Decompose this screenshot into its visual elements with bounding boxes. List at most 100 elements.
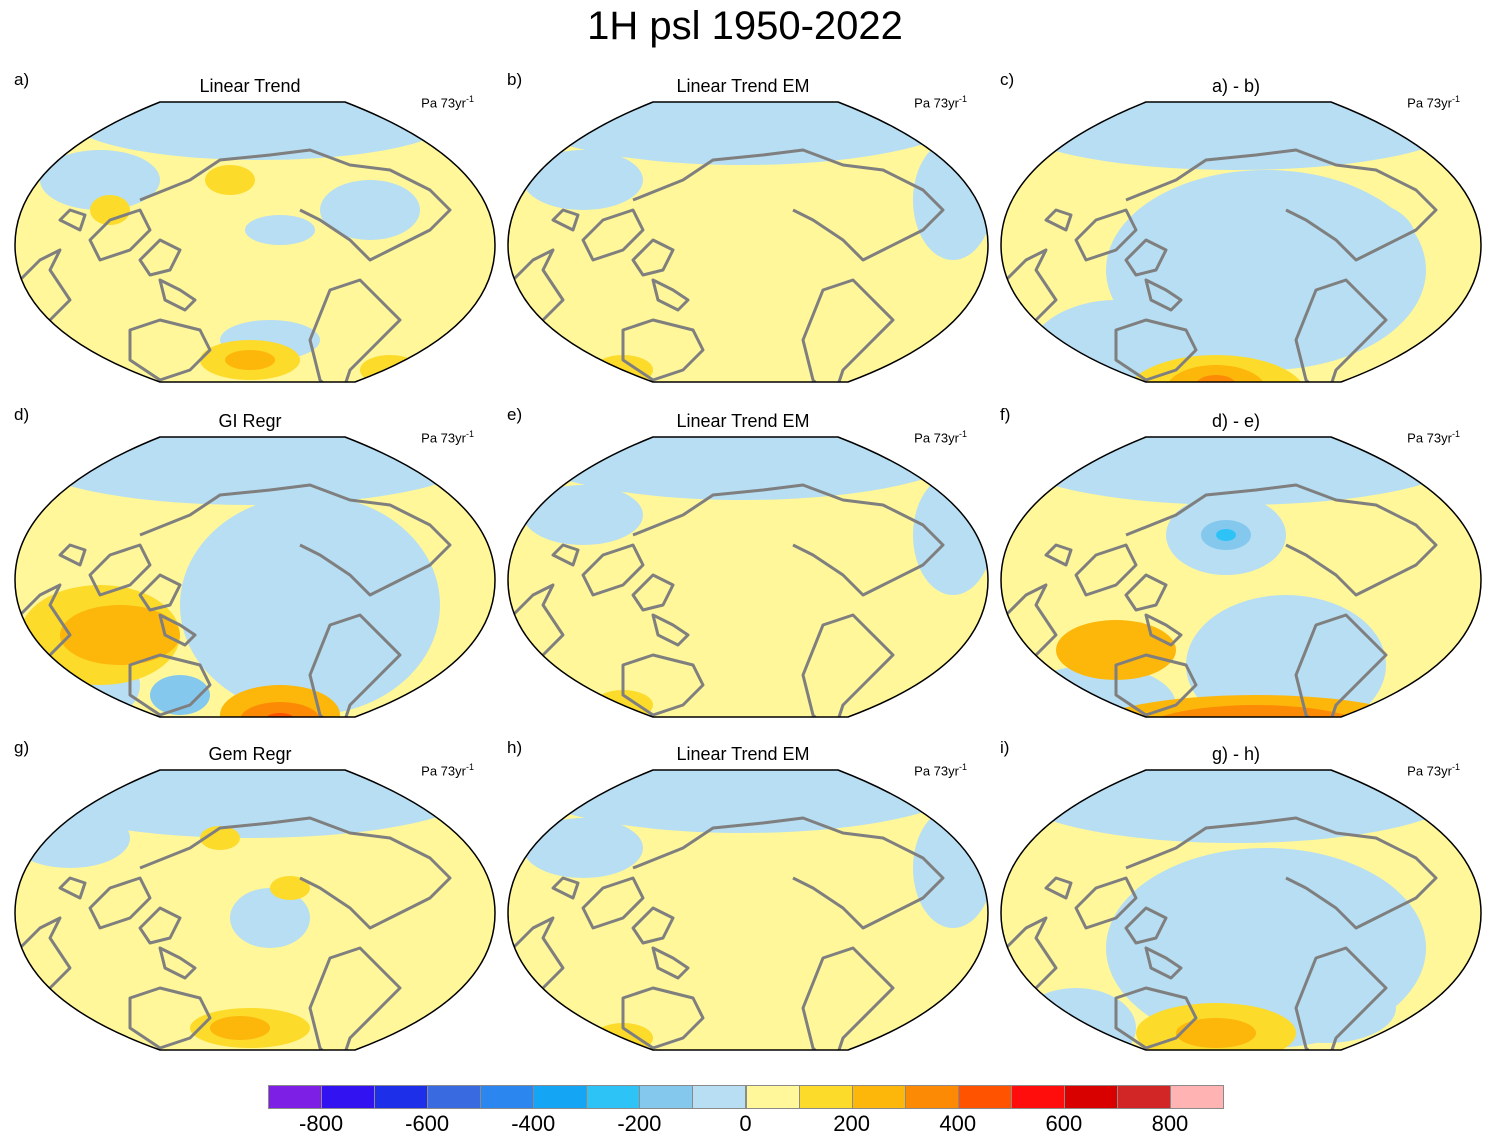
panel-letter: b) (507, 70, 523, 89)
colorbar-swatch (586, 1085, 641, 1109)
coastline (88, 543, 152, 597)
colorbar-swatch (1063, 1085, 1118, 1109)
contour-region (1296, 200, 1416, 280)
map-plot (507, 101, 989, 383)
coastline (158, 278, 197, 312)
map-border (507, 769, 989, 1051)
contour-region (225, 350, 275, 370)
coastline (88, 876, 152, 930)
coastline (1124, 573, 1168, 612)
contour-region (20, 437, 480, 505)
contour-region (180, 495, 440, 715)
coastline (1074, 543, 1138, 597)
coastline (1294, 946, 1388, 1050)
coastline (1114, 318, 1198, 382)
coastline (158, 613, 197, 647)
colorbar-swatch (321, 1085, 376, 1109)
colorbar-swatch (374, 1085, 429, 1109)
map-panel-g: g) Gem Regr Pa 73yr-1 (10, 738, 496, 1051)
units-label: Pa 73yr-1 (914, 94, 967, 111)
coastline (581, 543, 645, 597)
contour-region (513, 770, 973, 833)
colorbar-swatch (798, 1085, 853, 1109)
contour-region (15, 808, 130, 868)
coastline (1294, 613, 1388, 717)
coastline (1044, 876, 1073, 900)
map-plot (507, 769, 989, 1051)
contour-region (320, 180, 420, 240)
coastline (551, 543, 580, 567)
coastline (632, 816, 945, 930)
map-panel-e: e) Linear Trend EM Pa 73yr-1 (503, 405, 989, 718)
coastline (138, 906, 182, 945)
panel-title: Linear Trend (199, 76, 301, 96)
map-panel-b: b) Linear Trend EM Pa 73yr-1 (503, 70, 989, 383)
colorbar-tick-label: 200 (833, 1111, 870, 1136)
contour-region (913, 140, 988, 260)
contour-region (523, 485, 643, 545)
contour-region (1056, 700, 1086, 717)
map-border (1000, 436, 1482, 718)
panel-letter: f) (1000, 405, 1011, 424)
map-border (507, 436, 989, 718)
panel-letter: d) (14, 405, 30, 424)
coastline (1074, 208, 1138, 262)
panel-letter: e) (507, 405, 523, 424)
colorbar-tick-label: 800 (1151, 1111, 1189, 1136)
contour-region (513, 437, 973, 500)
coastline (88, 208, 152, 262)
panel-title: a) - b) (1211, 76, 1260, 96)
map-panel-d: d) GI Regr Pa 73yr-1 (10, 405, 496, 718)
colorbar-swatch (1116, 1085, 1171, 1109)
map-plot (507, 436, 989, 718)
coastline (632, 148, 945, 262)
contour-region (1006, 770, 1466, 843)
contour-region (1006, 437, 1466, 505)
contour-region (913, 808, 988, 928)
colorbar-tick-label: -400 (511, 1111, 556, 1136)
colorbar-tick-label: -600 (405, 1111, 450, 1136)
map-panel-a: a) Linear Trend Pa 73yr-1 (10, 70, 496, 383)
colorbar-swatch (1010, 1085, 1065, 1109)
coastline (621, 653, 705, 717)
coastline (308, 613, 402, 717)
units-label: Pa 73yr-1 (1407, 94, 1460, 111)
coastline (138, 238, 182, 277)
contour-region (205, 165, 255, 195)
coastline (308, 946, 402, 1050)
colorbar-tick-label: 0 (739, 1111, 752, 1136)
contour-region (513, 102, 973, 165)
panel-letter: c) (1000, 70, 1015, 89)
figure-title: 1H psl 1950-2022 (587, 4, 903, 48)
coastline (1125, 483, 1438, 597)
map-panel-i: i) g) - h) Pa 73yr-1 (996, 738, 1482, 1051)
coastline (1124, 238, 1168, 277)
units-label: Pa 73yr-1 (421, 762, 474, 779)
map-border (507, 101, 989, 383)
map-plot (1000, 101, 1482, 383)
contour-region (60, 605, 180, 665)
panel-letter: a) (14, 70, 30, 89)
map-panel-h: h) Linear Trend EM Pa 73yr-1 (503, 738, 989, 1051)
contour-region (523, 818, 643, 878)
panel-title: g) - h) (1211, 744, 1260, 764)
colorbar-tick-label: -200 (617, 1111, 662, 1136)
coastline (128, 986, 212, 1050)
units-label: Pa 73yr-1 (1407, 429, 1460, 446)
coastline (1044, 208, 1073, 232)
contour-region (200, 826, 240, 850)
coastline (1125, 148, 1438, 262)
panel-letter: i) (1000, 738, 1010, 757)
coastline (551, 876, 580, 900)
panel-title: Linear Trend EM (676, 744, 810, 764)
contour-region (230, 888, 310, 948)
coastline (128, 318, 212, 382)
contour-region (245, 215, 315, 245)
contour-region (20, 770, 480, 838)
coastline (631, 573, 675, 612)
units-label: Pa 73yr-1 (421, 429, 474, 446)
coastline (158, 946, 197, 980)
units-label: Pa 73yr-1 (1407, 762, 1460, 779)
contour-region (150, 675, 210, 715)
contour-region (1216, 529, 1236, 541)
